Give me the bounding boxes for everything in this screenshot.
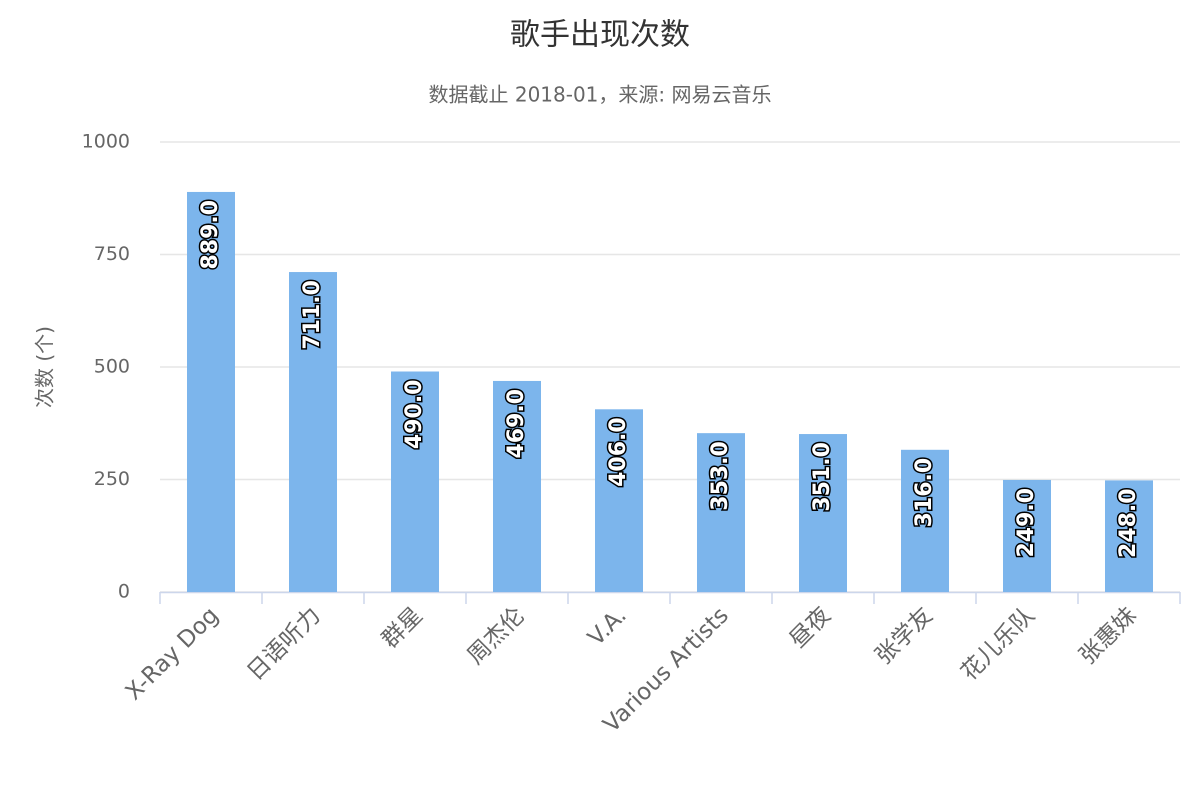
y-tick-label: 500 — [94, 356, 130, 378]
chart-subtitle: 数据截止 2018-01，来源: 网易云音乐 — [428, 83, 771, 107]
data-label: 406.0 — [606, 417, 631, 487]
bar — [799, 434, 847, 592]
data-label: 316.0 — [912, 458, 937, 528]
x-tick-label: X-Ray Dog — [121, 602, 224, 705]
data-label: 351.0 — [810, 442, 835, 512]
bar — [187, 191, 235, 592]
data-label: 353.0 — [708, 441, 733, 511]
data-label: 469.0 — [504, 389, 529, 459]
bar — [697, 433, 745, 592]
x-tick-label: 群星 — [377, 602, 428, 653]
data-label: 889.0 — [198, 200, 223, 270]
x-tick-label: 周杰伦 — [463, 602, 530, 669]
y-tick-label: 250 — [94, 468, 130, 490]
x-tick-label: 日语听力 — [242, 602, 325, 685]
x-tick-label: 张惠妹 — [1075, 602, 1142, 669]
data-label: 711.0 — [300, 280, 325, 350]
bar — [391, 371, 439, 592]
data-label: 249.0 — [1014, 488, 1039, 558]
bar — [289, 272, 337, 592]
x-tick-label: 昼夜 — [785, 602, 836, 653]
y-tick-label: 0 — [118, 581, 130, 603]
bar — [595, 409, 643, 592]
y-axis-title: 次数 (个) — [33, 326, 57, 408]
bar — [901, 449, 949, 592]
data-label: 248.0 — [1116, 488, 1141, 558]
x-tick-label: 张学友 — [871, 602, 938, 669]
x-tick-label: V.A. — [583, 602, 632, 651]
y-tick-label: 1000 — [82, 131, 130, 153]
bar — [1003, 479, 1051, 592]
y-tick-label: 750 — [94, 243, 130, 265]
bar — [1105, 480, 1153, 592]
x-tick-label: 花儿乐队 — [956, 602, 1039, 685]
chart-title: 歌手出现次数 — [510, 18, 690, 53]
data-label: 490.0 — [402, 380, 427, 450]
bar — [493, 380, 541, 592]
